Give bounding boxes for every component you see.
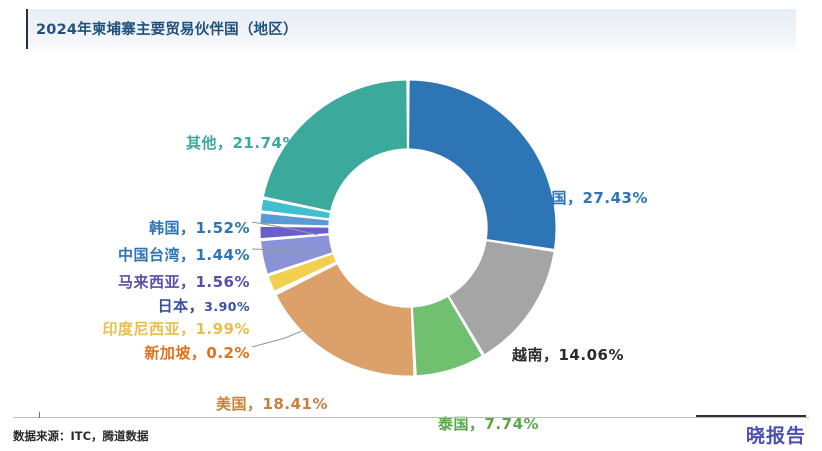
data-label-taiwan: 中国台湾，1.44% — [117, 246, 250, 264]
footer-tick-mark — [39, 412, 40, 418]
data-source-text: 数据来源：ITC，腾道数据 — [13, 429, 149, 443]
donut-slice[interactable] — [260, 234, 334, 275]
brand-logo: 晓报告 — [745, 425, 806, 447]
data-label-china: 中国，27.43% — [536, 189, 648, 207]
header-band — [26, 9, 796, 49]
header-accent-bar — [26, 9, 28, 49]
donut-slice[interactable] — [260, 198, 331, 220]
leader-line-taiwan — [251, 248, 319, 254]
data-label-singapore: 新加坡，0.2% — [144, 344, 250, 362]
data-label-thailand: 泰国，7.74% — [438, 415, 540, 433]
footer-divider — [13, 417, 809, 418]
donut-slice[interactable] — [408, 79, 557, 250]
data-label-malaysia: 马来西亚，1.56% — [117, 273, 250, 291]
donut-slices — [259, 79, 557, 377]
data-label-vietnam: 越南，14.06% — [512, 346, 624, 364]
data-label-korea: 韩国，1.52% — [148, 219, 250, 237]
data-label-indonesia: 印度尼西亚，1.99% — [102, 320, 250, 338]
leader-line-korea — [251, 221, 319, 236]
data-label-japan-pct: 3.90% — [204, 299, 250, 314]
page-title: 2024年柬埔寨主要贸易伙伴国（地区） — [36, 22, 298, 38]
donut-slice[interactable] — [448, 240, 555, 356]
donut-slice[interactable] — [259, 212, 330, 227]
donut-slice[interactable] — [259, 225, 330, 240]
footer-logo-divider — [696, 415, 806, 417]
data-label-japan-name: 日本， — [157, 297, 205, 315]
data-label-japan: 日本，3.90% — [2, 295, 250, 316]
donut-slice[interactable] — [275, 263, 415, 377]
data-label-other: 其他，21.74% — [186, 134, 298, 152]
donut-slice[interactable] — [411, 295, 484, 377]
donut-slice[interactable] — [274, 262, 338, 295]
leader-line-singapore — [251, 330, 303, 348]
donut-chart: 其他，21.74% 中国，27.43% 越南，14.06% 泰国，7.74% 美… — [0, 46, 822, 433]
donut-slice[interactable] — [267, 253, 338, 292]
leader-lines — [251, 221, 319, 348]
donut-slice[interactable] — [262, 79, 408, 212]
donut-svg — [251, 79, 557, 377]
data-label-usa: 美国，18.41% — [216, 395, 328, 413]
